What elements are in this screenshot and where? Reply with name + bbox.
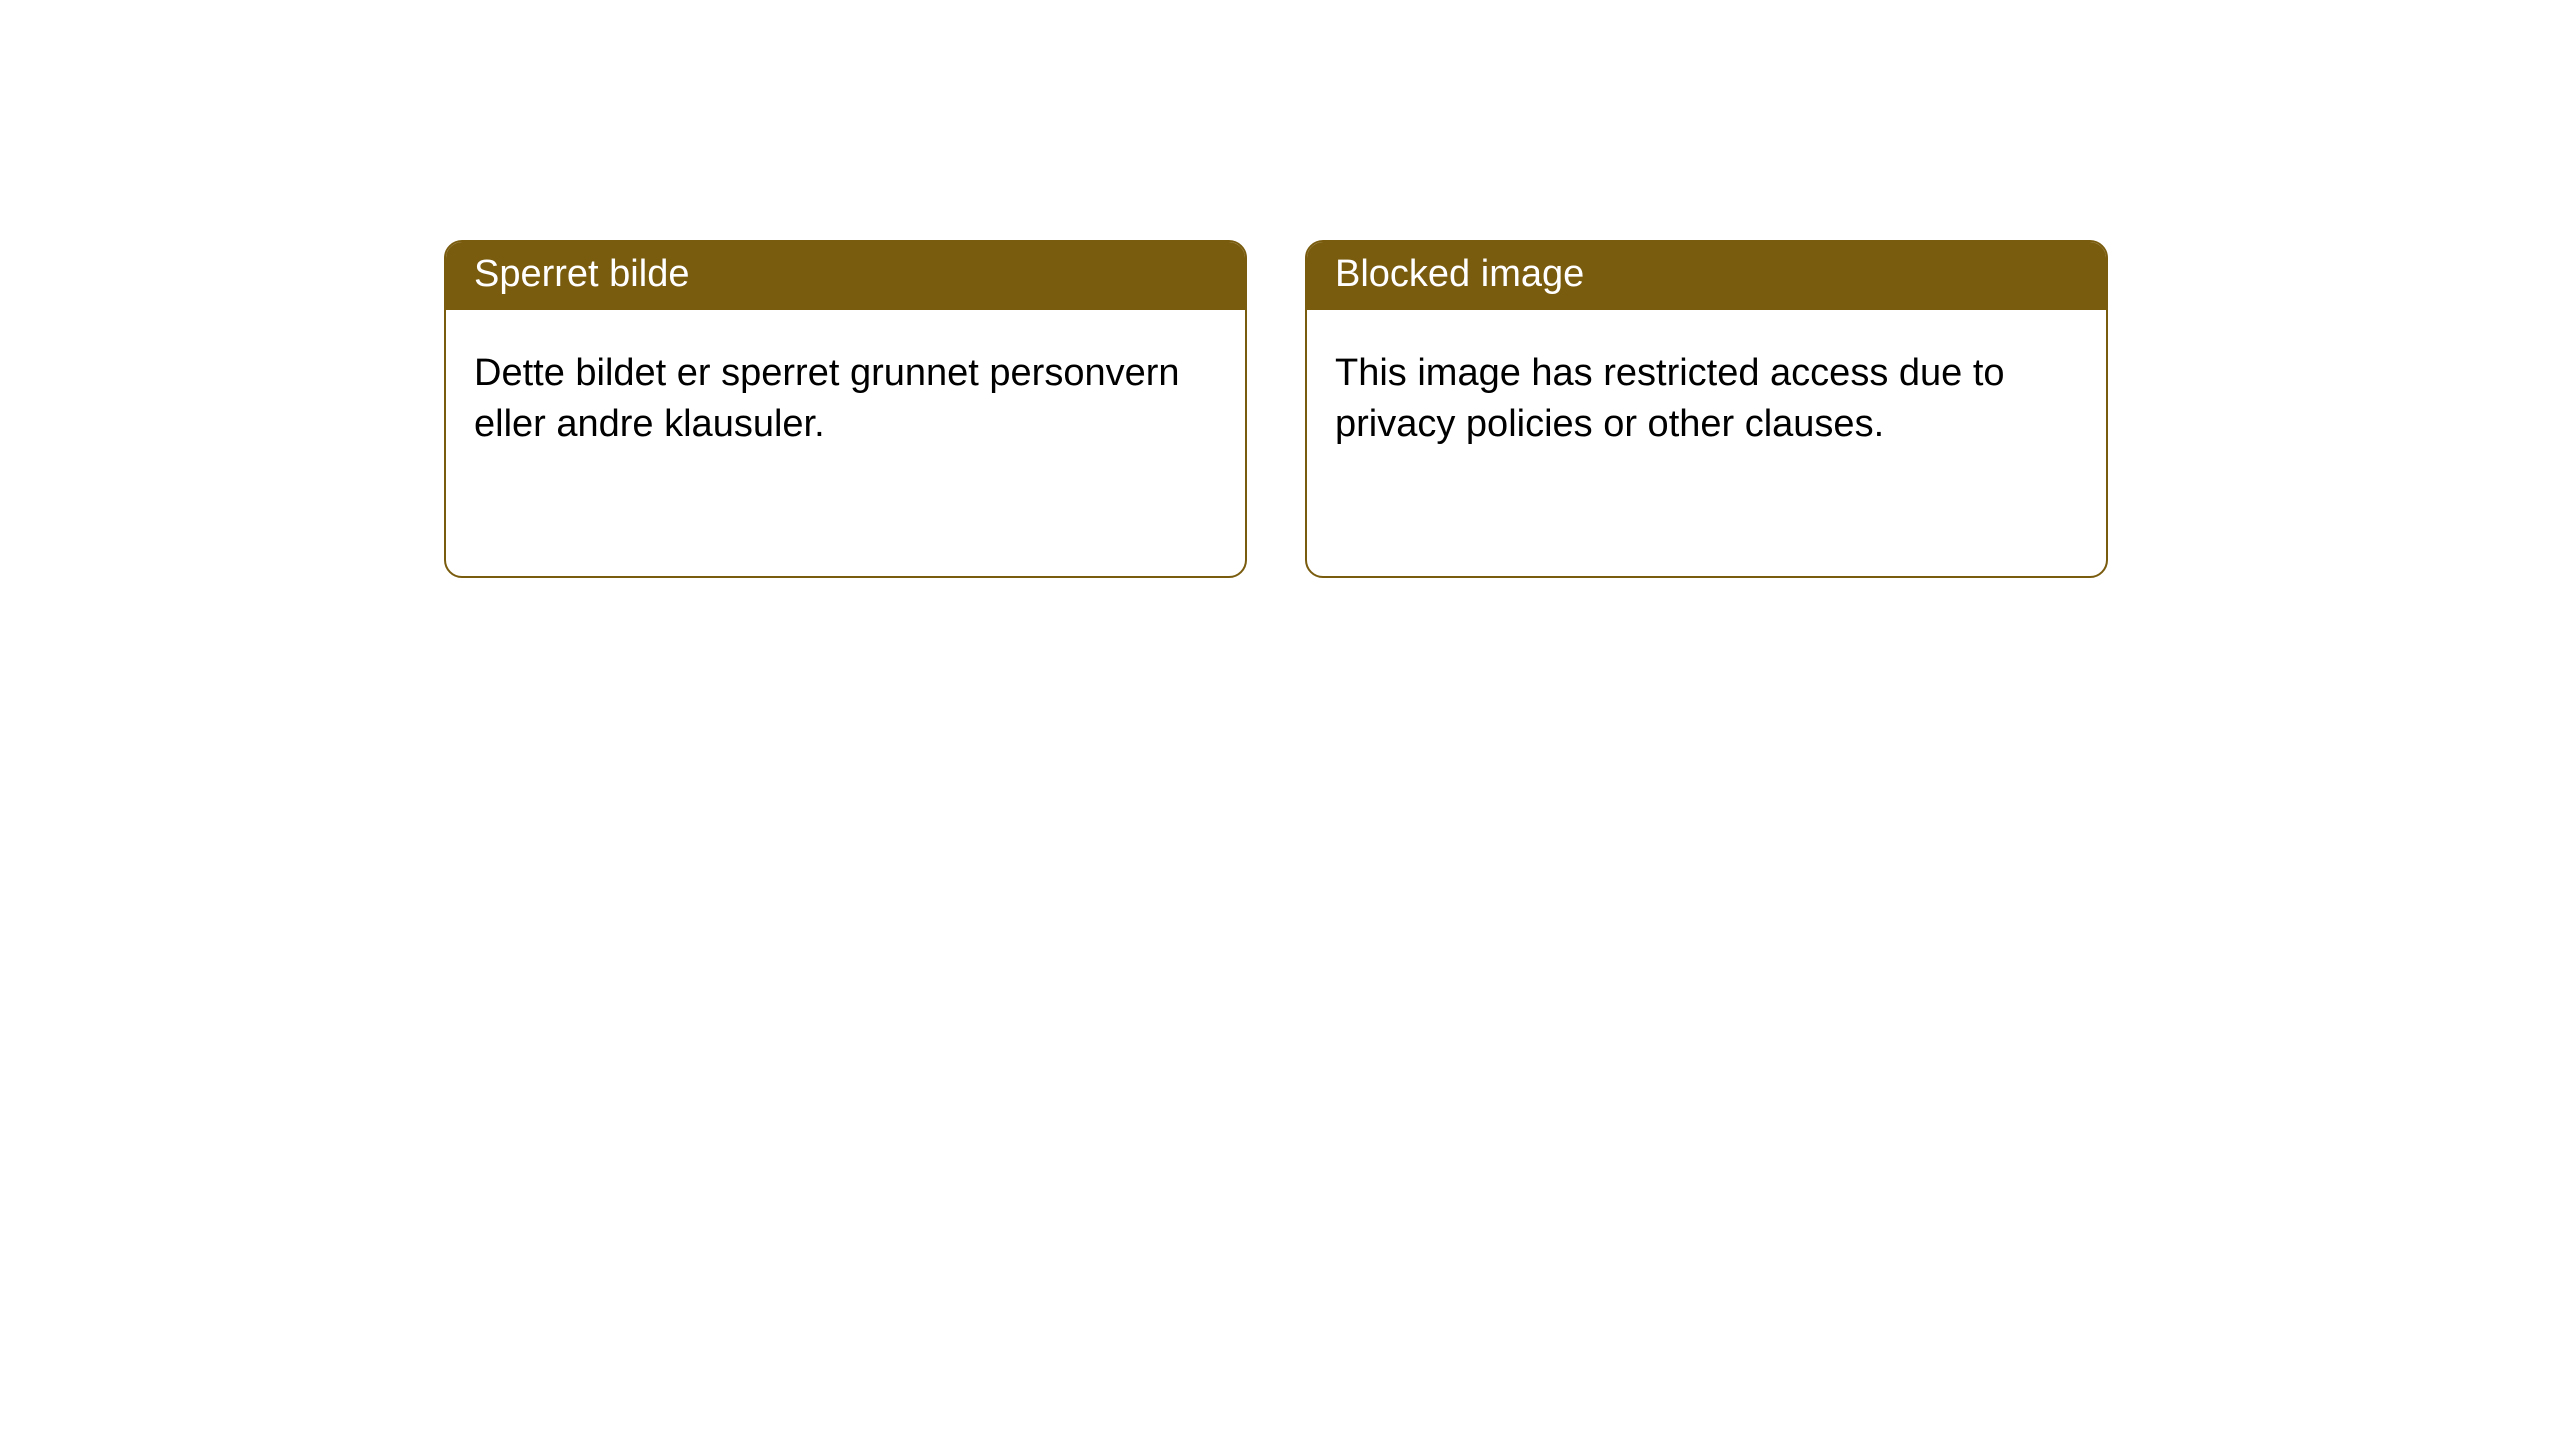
notice-body: Dette bildet er sperret grunnet personve… [446, 310, 1245, 489]
notice-body: This image has restricted access due to … [1307, 310, 2106, 489]
notice-card-norwegian: Sperret bilde Dette bildet er sperret gr… [444, 240, 1247, 578]
notice-card-english: Blocked image This image has restricted … [1305, 240, 2108, 578]
notice-title: Sperret bilde [446, 242, 1245, 310]
notice-container: Sperret bilde Dette bildet er sperret gr… [0, 0, 2560, 578]
notice-title: Blocked image [1307, 242, 2106, 310]
